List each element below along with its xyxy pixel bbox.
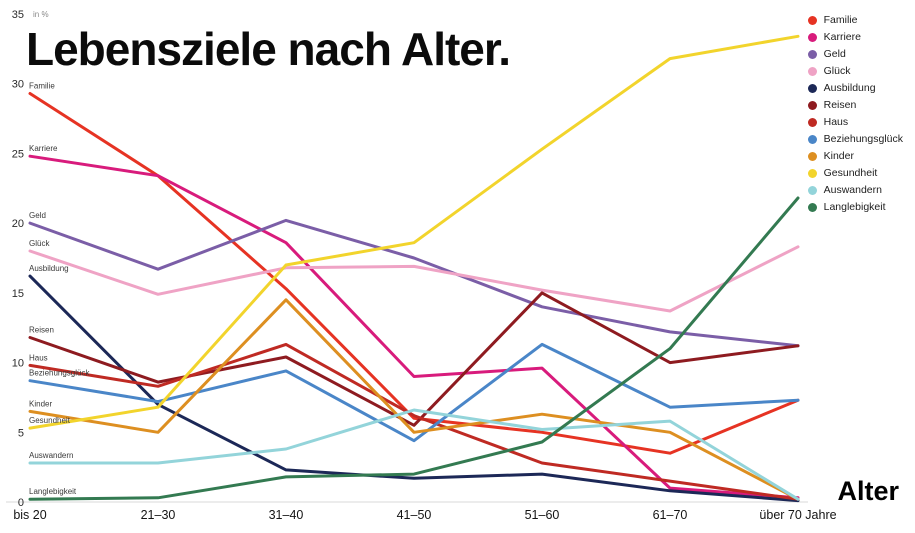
series-start-label: Reisen — [29, 325, 54, 334]
x-tick-label: bis 20 — [13, 508, 46, 522]
legend-item: Auswandern — [807, 184, 903, 196]
series-line-geld — [28, 218, 800, 348]
series-line-reisen — [28, 291, 800, 427]
legend-item: Ausbildung — [807, 82, 903, 94]
legend-color-dot — [807, 50, 817, 59]
x-tick-label: 61–70 — [653, 508, 688, 522]
legend-item: Langlebigkeit — [807, 201, 903, 213]
series-line-haus — [28, 342, 800, 501]
series-start-label: Gesundheit — [29, 416, 71, 425]
x-axis-title: Alter — [837, 476, 899, 506]
series-line-langlebigkeit — [28, 196, 800, 501]
chart-title: Lebensziele nach Alter. — [26, 23, 511, 75]
y-tick-label: 25 — [12, 148, 24, 160]
legend-label: Haus — [823, 116, 849, 128]
y-tick-label: 10 — [12, 358, 24, 370]
y-tick-label: 20 — [12, 218, 24, 230]
series-start-label: Haus — [29, 353, 48, 362]
legend-color-dot — [807, 67, 817, 76]
y-axis-unit-note: in % — [33, 10, 49, 19]
series-start-label: Familie — [29, 81, 55, 90]
legend-color-dot — [807, 101, 817, 110]
legend-item: Reisen — [807, 99, 903, 111]
x-tick-label: 31–40 — [269, 508, 304, 522]
series-start-label: Ausbildung — [29, 264, 69, 273]
series-line-glück — [28, 245, 800, 313]
legend-item: Kinder — [807, 150, 903, 162]
legend-color-dot — [807, 203, 817, 212]
y-tick-label: 0 — [18, 497, 24, 509]
legend-color-dot — [807, 84, 817, 93]
series-start-label: Auswandern — [29, 451, 73, 460]
legend-label: Kinder — [823, 150, 854, 162]
y-tick-label: 15 — [12, 288, 24, 300]
legend-color-dot — [807, 152, 817, 161]
x-tick-label: über 70 Jahre — [759, 508, 836, 522]
y-tick-label: 5 — [18, 427, 24, 439]
legend-color-dot — [807, 186, 817, 195]
series-line-karriere — [28, 154, 800, 500]
legend-item: Familie — [807, 14, 903, 26]
legend-item: Karriere — [807, 31, 903, 43]
legend-item: Beziehungsglück — [807, 133, 903, 145]
legend-label: Glück — [823, 65, 851, 77]
legend-label: Gesundheit — [823, 167, 878, 179]
legend-color-dot — [807, 33, 817, 42]
series-start-label: Kinder — [29, 399, 52, 408]
x-tick-label: 21–30 — [141, 508, 176, 522]
series-start-label: Beziehungsglück — [29, 369, 90, 378]
legend-label: Reisen — [823, 99, 857, 111]
series-line-beziehungsglück — [28, 342, 800, 443]
series-line-gesundheit — [28, 34, 800, 430]
series-start-label: Langlebigkeit — [29, 487, 77, 496]
legend-item: Glück — [807, 65, 903, 77]
legend-color-dot — [807, 135, 817, 144]
legend-color-dot — [807, 169, 817, 178]
legend-color-dot — [807, 118, 817, 127]
series-start-label: Karriere — [29, 144, 58, 153]
series-start-label: Geld — [29, 211, 46, 220]
x-tick-label: 51–60 — [525, 508, 560, 522]
legend-item: Haus — [807, 116, 903, 128]
series-start-label: Glück — [29, 239, 50, 248]
legend-label: Karriere — [823, 31, 861, 43]
legend-label: Geld — [823, 48, 846, 60]
series-line-auswandern — [28, 408, 800, 501]
legend-item: Gesundheit — [807, 167, 903, 179]
series-line-ausbildung — [28, 274, 800, 503]
legend-item: Geld — [807, 48, 903, 60]
x-tick-label: 41–50 — [397, 508, 432, 522]
series-line-kinder — [28, 298, 800, 501]
legend-label: Ausbildung — [823, 82, 876, 94]
y-tick-label: 35 — [12, 9, 24, 21]
legend: Familie Karriere Geld Glück Ausbildung Reisen… — [807, 14, 903, 213]
legend-label: Langlebigkeit — [823, 201, 886, 213]
y-tick-label: 30 — [12, 79, 24, 91]
legend-color-dot — [807, 16, 817, 25]
legend-label: Beziehungsglück — [823, 133, 903, 145]
legend-label: Auswandern — [823, 184, 882, 196]
legend-label: Familie — [823, 14, 858, 26]
